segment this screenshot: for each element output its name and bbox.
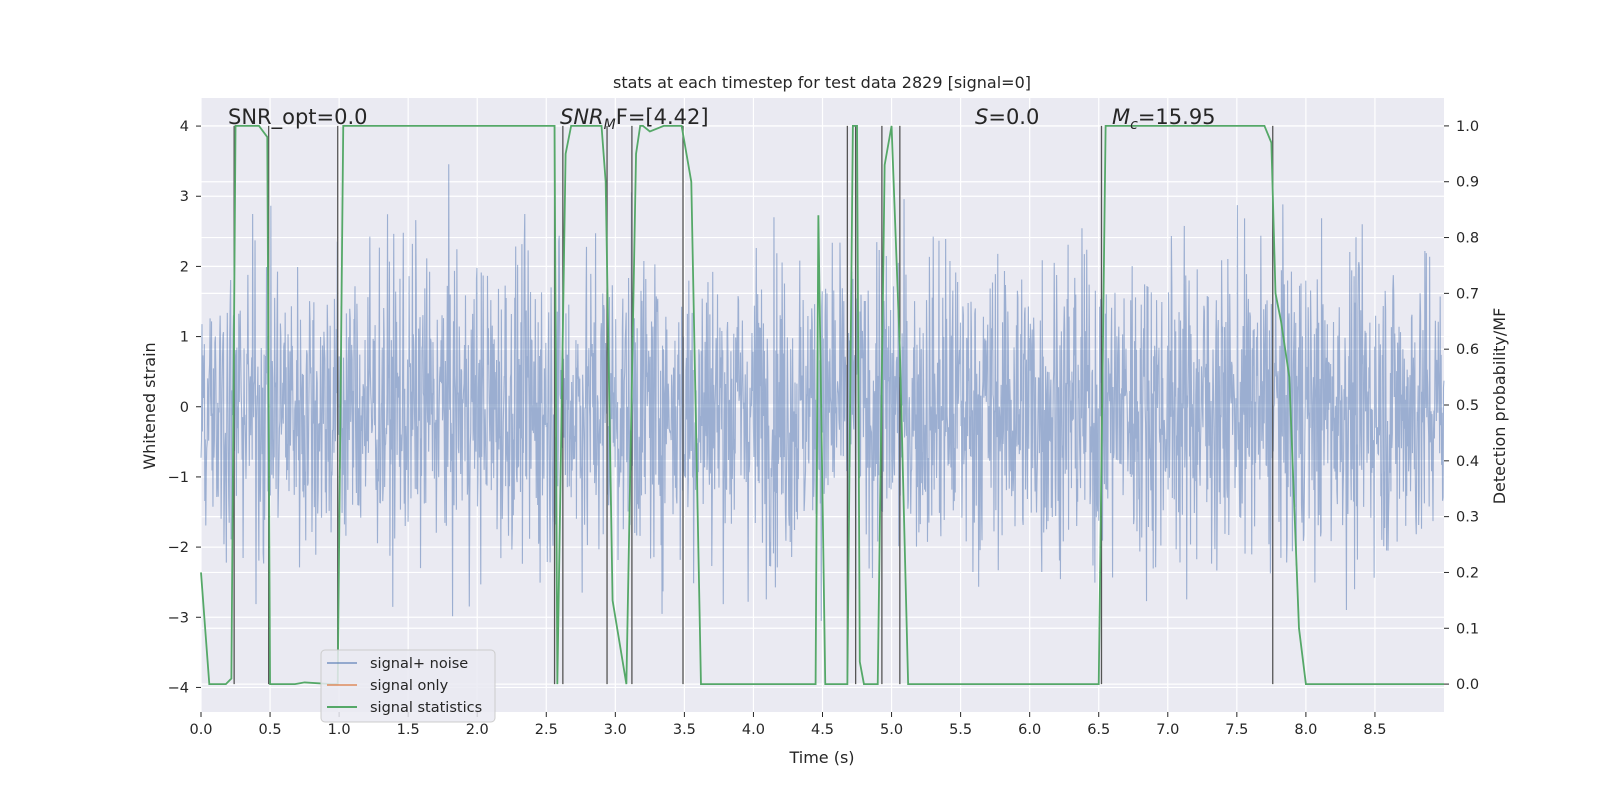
y-left-tick-8: −4 — [168, 680, 189, 696]
x-tick-16: 8.0 — [1294, 722, 1317, 738]
noise-trace — [200, 164, 1445, 621]
annotation-s: S=0.0 — [975, 105, 1039, 129]
y-left-tick-labels: 4 3 2 1 0 −1 −2 −3 −4 — [168, 119, 201, 696]
x-tick-12: 6.0 — [1018, 722, 1041, 738]
x-tick-5: 2.5 — [535, 722, 558, 738]
y-right-tick-4: 0.6 — [1456, 342, 1479, 358]
y-right-tick-labels: 1.0 0.9 0.8 0.7 0.6 0.5 0.4 0.3 0.2 0.1 0.0 — [1444, 119, 1479, 693]
annotation-snr-mf: SNRMF=[4.42] — [560, 105, 709, 133]
legend-label-signal-statistics: signal statistics — [370, 700, 482, 716]
y-left-axis-label: Whitened strain — [140, 342, 159, 469]
legend-label-signal-only: signal only — [370, 678, 449, 694]
x-tick-10: 5.0 — [880, 722, 903, 738]
y-left-tick-1: 3 — [180, 189, 189, 205]
annotation-mc: Mc=15.95 — [1112, 105, 1216, 133]
annotation-snr-opt: SNR_opt=0.0 — [228, 105, 368, 130]
y-right-tick-5: 0.5 — [1456, 398, 1479, 414]
y-right-tick-7: 0.3 — [1456, 510, 1479, 526]
annotation-s-rest: =0.0 — [988, 105, 1039, 129]
y-left-tick-2: 2 — [180, 259, 189, 275]
y-right-tick-10: 0.0 — [1456, 677, 1479, 693]
x-tick-1: 0.5 — [259, 722, 282, 738]
y-right-axis-label: Detection probability/MF — [1490, 308, 1509, 505]
y-right-tick-8: 0.2 — [1456, 565, 1479, 581]
x-tick-0: 0.0 — [189, 722, 212, 738]
annotation-s-main: S — [975, 105, 988, 129]
y-right-tick-0: 1.0 — [1456, 119, 1479, 135]
legend-label-signal-plus-noise: signal+ noise — [370, 656, 468, 672]
y-left-tick-5: −1 — [168, 470, 189, 486]
annotation-mc-main: M — [1112, 105, 1130, 129]
x-tick-11: 5.5 — [949, 722, 972, 738]
x-tick-13: 6.5 — [1087, 722, 1110, 738]
y-left-tick-6: −2 — [168, 540, 189, 556]
x-tick-4: 2.0 — [466, 722, 489, 738]
annotation-mc-rest: =15.95 — [1138, 105, 1216, 129]
y-left-tick-3: 1 — [180, 330, 189, 346]
x-tick-labels: 0.0 0.5 1.0 1.5 2.0 2.5 3.0 3.5 4.0 4.5 5.0 5.5 6.0 6… — [189, 712, 1386, 738]
y-right-tick-2: 0.8 — [1456, 231, 1479, 247]
x-tick-6: 3.0 — [604, 722, 627, 738]
x-tick-15: 7.5 — [1225, 722, 1248, 738]
x-tick-2: 1.0 — [328, 722, 351, 738]
annotation-mc-sub: c — [1130, 117, 1138, 133]
annotation-snr-mf-main: SNR — [560, 105, 604, 129]
annotation-snr-mf-sub: M — [604, 117, 616, 133]
x-tick-7: 3.5 — [673, 722, 696, 738]
x-tick-9: 4.5 — [811, 722, 834, 738]
y-right-tick-6: 0.4 — [1456, 454, 1479, 470]
y-left-tick-0: 4 — [180, 119, 189, 135]
series-signal-plus-noise — [200, 164, 1445, 621]
chart-title: stats at each timestep for test data 282… — [613, 73, 1031, 92]
y-left-tick-7: −3 — [168, 610, 189, 626]
x-tick-14: 7.0 — [1156, 722, 1179, 738]
x-tick-8: 4.0 — [742, 722, 765, 738]
x-tick-3: 1.5 — [397, 722, 420, 738]
y-right-tick-3: 0.7 — [1456, 286, 1479, 302]
legend-box — [320, 649, 496, 723]
x-axis-label: Time (s) — [788, 748, 854, 767]
y-left-tick-4: 0 — [180, 400, 189, 416]
annotation-snr-mf-rest: F=[4.42] — [616, 105, 709, 129]
x-tick-17: 8.5 — [1363, 722, 1386, 738]
y-right-tick-1: 0.9 — [1456, 175, 1479, 191]
y-right-tick-9: 0.1 — [1456, 621, 1479, 637]
legend: signal+ noise signal only signal statist… — [320, 649, 496, 723]
